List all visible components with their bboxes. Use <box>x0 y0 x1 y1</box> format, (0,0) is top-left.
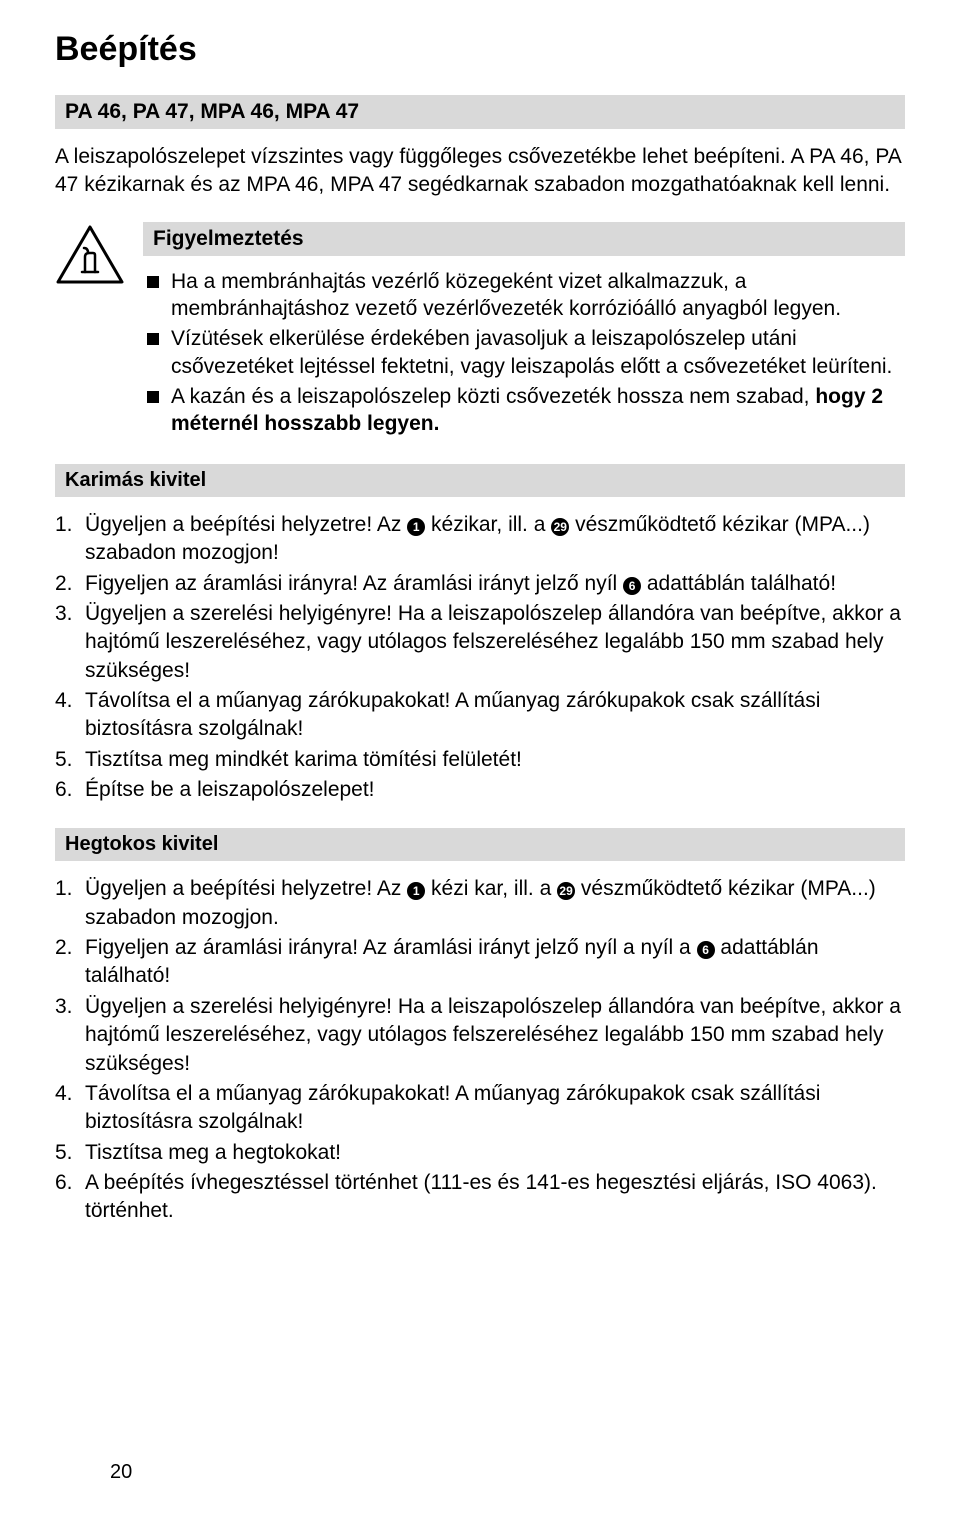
list-item-text: Figyeljen az áramlási irányra! Az áramlá… <box>85 936 819 987</box>
warning-item: Ha a membránhajtás vezérlő közegeként vi… <box>143 268 905 323</box>
list-item: 2. Figyeljen az áramlási irányra! Az áram… <box>55 934 905 991</box>
list-item: 3. Ügyeljen a szerelési helyigényre! Ha a… <box>55 600 905 685</box>
page-number: 20 <box>110 1461 132 1484</box>
warning-heading: Figyelmeztetés <box>143 222 905 256</box>
list-item-text: Figyeljen az áramlási irányra! Az áramlá… <box>85 572 836 595</box>
list-item-number: 2. <box>55 570 73 598</box>
list-item-number: 5. <box>55 746 73 774</box>
list-item: 3. Ügyeljen a szerelési helyigényre! Ha a… <box>55 993 905 1078</box>
warning-block: Figyelmeztetés Ha a membránhajtás vezérl… <box>55 222 905 440</box>
list-item-number: 4. <box>55 687 73 715</box>
intro-text: A leiszapolószelepet vízszintes vagy füg… <box>55 143 905 200</box>
list-item-text: Tisztítsa meg a hegtokokat! <box>85 1141 341 1164</box>
list-item-text: Építse be a leiszapolószelepet! <box>85 778 375 801</box>
section-bar-karimas: Karimás kivitel <box>55 464 905 497</box>
list-item-number: 1. <box>55 511 73 539</box>
list-item: 6. Építse be a leiszapolószelepet! <box>55 776 905 804</box>
circled-ref-1-icon: 1 <box>407 518 425 536</box>
list-item-text: Távolítsa el a műanyag zárókupakokat! A … <box>85 689 820 740</box>
section-bar-hegtokos: Hegtokos kivitel <box>55 828 905 861</box>
circled-ref-29-icon: 29 <box>551 518 569 536</box>
list-item: 6. A beépítés ívhegesztéssel történhet (1… <box>55 1169 905 1226</box>
list-item: 1. Ügyeljen a beépítési helyzetre! Az 1 k… <box>55 875 905 932</box>
list-item-text: Ügyeljen a beépítési helyzetre! Az 1 kéz… <box>85 877 876 928</box>
karimas-list: 1. Ügyeljen a beépítési helyzetre! Az 1 k… <box>55 511 905 804</box>
list-item: 4. Távolítsa el a műanyag zárókupakokat! … <box>55 687 905 744</box>
list-item: 4. Távolítsa el a műanyag zárókupakokat! … <box>55 1080 905 1137</box>
warning-icon <box>55 224 125 291</box>
list-item: 5. Tisztítsa meg a hegtokokat! <box>55 1139 905 1167</box>
list-item-number: 3. <box>55 600 73 628</box>
list-item-text: A beépítés ívhegesztéssel történhet (111… <box>85 1171 877 1222</box>
list-item: 2. Figyeljen az áramlási irányra! Az áram… <box>55 570 905 598</box>
list-item-text: Távolítsa el a műanyag zárókupakokat! A … <box>85 1082 820 1133</box>
page-title: Beépítés <box>55 30 905 69</box>
list-item-text: Ügyeljen a szerelési helyigényre! Ha a l… <box>85 995 901 1075</box>
list-item-number: 3. <box>55 993 73 1021</box>
list-item: 1. Ügyeljen a beépítési helyzetre! Az 1 k… <box>55 511 905 568</box>
warning-item: Vízütések elkerülése érdekében javasolju… <box>143 325 905 380</box>
circled-ref-6-icon: 6 <box>623 577 641 595</box>
list-item-number: 4. <box>55 1080 73 1108</box>
list-item-text: Ügyeljen a szerelési helyigényre! Ha a l… <box>85 602 901 682</box>
list-item-number: 5. <box>55 1139 73 1167</box>
list-item: 5. Tisztítsa meg mindkét karima tömítési … <box>55 746 905 774</box>
list-item-number: 6. <box>55 1169 73 1197</box>
warning-item: A kazán és a leiszapolószelep közti csőv… <box>143 383 905 438</box>
list-item-text: Tisztítsa meg mindkét karima tömítési fe… <box>85 748 522 771</box>
warning-list: Ha a membránhajtás vezérlő közegeként vi… <box>143 268 905 438</box>
list-item-number: 6. <box>55 776 73 804</box>
circled-ref-6-icon: 6 <box>697 941 715 959</box>
section-bar-models: PA 46, PA 47, MPA 46, MPA 47 <box>55 95 905 129</box>
list-item-text: Ügyeljen a beépítési helyzetre! Az 1 kéz… <box>85 513 870 564</box>
circled-ref-1-icon: 1 <box>407 882 425 900</box>
hegtokos-list: 1. Ügyeljen a beépítési helyzetre! Az 1 k… <box>55 875 905 1225</box>
list-item-number: 1. <box>55 875 73 903</box>
circled-ref-29-icon: 29 <box>557 882 575 900</box>
list-item-number: 2. <box>55 934 73 962</box>
